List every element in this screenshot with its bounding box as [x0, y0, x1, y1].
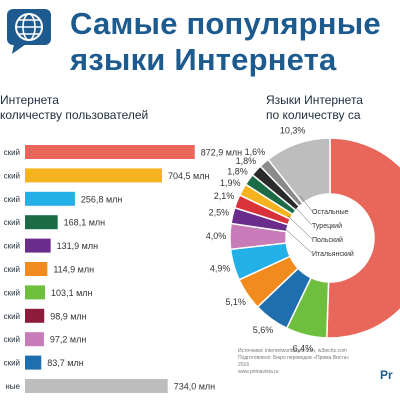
bar-category-label: ский [4, 335, 20, 344]
bar-category-label: ский [4, 312, 20, 321]
bar-value-label: 97,2 млн [50, 335, 86, 345]
donut-annotation: Турецкий [312, 222, 342, 230]
donut-slice [267, 137, 331, 205]
bar [25, 215, 58, 230]
donut-chart-subtitle: Языки Интернета по количеству са [266, 93, 363, 123]
bar-value-label: 256,8 млн [81, 194, 122, 204]
donut-slice-label: 2,1% [214, 191, 235, 201]
bar [25, 145, 195, 159]
bar-category-label: ский [4, 171, 20, 180]
bar [25, 332, 44, 347]
bar-category-label: ные [5, 382, 20, 391]
bar [25, 308, 45, 323]
source-line-3: 2016 [238, 362, 250, 368]
donut-subtitle-line-1: Языки Интернета [266, 93, 363, 107]
donut-annotation: Польский [312, 236, 343, 244]
bar [25, 285, 46, 300]
source-note: Источники: internetworldstats.com, w3tec… [238, 348, 368, 376]
donut-slice-label: 5,6% [253, 325, 274, 335]
donut-slice-label: 1,6% [245, 147, 266, 157]
bar-category-label: ский [4, 218, 20, 227]
donut-annotation: Остальные [312, 209, 349, 216]
source-line-2: Подготовлено: Бюро переводов «Прима Вист… [238, 355, 350, 361]
donut-slice-label: 1,8% [236, 156, 257, 166]
donut-slice [325, 137, 400, 339]
donut-slice-label: 10,3% [280, 125, 306, 135]
brand-logo-text: Pr [380, 368, 393, 382]
bar-value-label: 704,5 млн [168, 171, 209, 181]
donut-slice-label: 5,1% [225, 297, 246, 307]
bar-category-label: ский [4, 359, 20, 368]
source-line-1: Источники: internetworldstats.com, w3tec… [238, 348, 347, 354]
bar-category-label: ский [4, 242, 20, 251]
bar-value-label: 98,9 млн [50, 311, 86, 321]
annotation-leader-line [287, 215, 313, 240]
bar-chart-subtitle: Интернета количеству пользователей [0, 93, 148, 123]
bar-value-label: 872,9 млн [201, 148, 242, 158]
bar-subtitle-line-1: Интернета [0, 93, 59, 107]
bar [25, 238, 51, 253]
bar-category-label: ский [4, 288, 20, 297]
bar-value-label: 168,1 млн [64, 218, 105, 228]
donut-slice-label: 4,9% [210, 264, 231, 274]
donut-subtitle-line-2: по количеству са [266, 108, 361, 122]
bar-category-label: ский [4, 265, 20, 274]
source-line-4: www.primavista.ru [238, 369, 279, 375]
header: Самые популярные языки Интернета [0, 0, 400, 84]
title-line-1: Самые популярные [70, 6, 381, 41]
bar-value-label: 83,7 млн [47, 358, 83, 368]
annotation-leader-line [299, 195, 313, 212]
bar-value-label: 114,9 млн [53, 265, 94, 275]
globe-chat-icon [7, 9, 51, 54]
bar [25, 262, 48, 276]
donut-annotation: Итальянский [312, 250, 354, 258]
bar [25, 379, 168, 393]
bar-category-label: ский [4, 195, 20, 204]
bar [25, 168, 162, 183]
bar [25, 191, 75, 206]
bar-chart: ский 872,9 млн ский 704,5 млн ский 256,8 млн с… [4, 145, 242, 393]
bar-value-label: 131,9 млн [57, 241, 98, 251]
donut-slice-label: 1,9% [220, 178, 241, 188]
bar-value-label: 734,0 млн [174, 382, 215, 392]
bar-subtitle-line-2: количеству пользователей [0, 108, 149, 122]
annotation-leader-line [293, 205, 313, 226]
donut-slice-label: 6,4% [293, 344, 314, 354]
donut-slice-label: 2,5% [209, 207, 230, 217]
bar-category-label: ский [4, 148, 20, 157]
bar-value-label: 103,1 млн [51, 288, 92, 298]
bar [25, 355, 42, 370]
page-title: Самые популярные языки Интернета [70, 6, 400, 78]
annotation-leader-line [281, 225, 313, 254]
donut-slice-label: 4,0% [206, 231, 227, 241]
title-line-2: языки Интернета [70, 42, 337, 77]
donut-slice-label: 1,8% [227, 166, 248, 176]
